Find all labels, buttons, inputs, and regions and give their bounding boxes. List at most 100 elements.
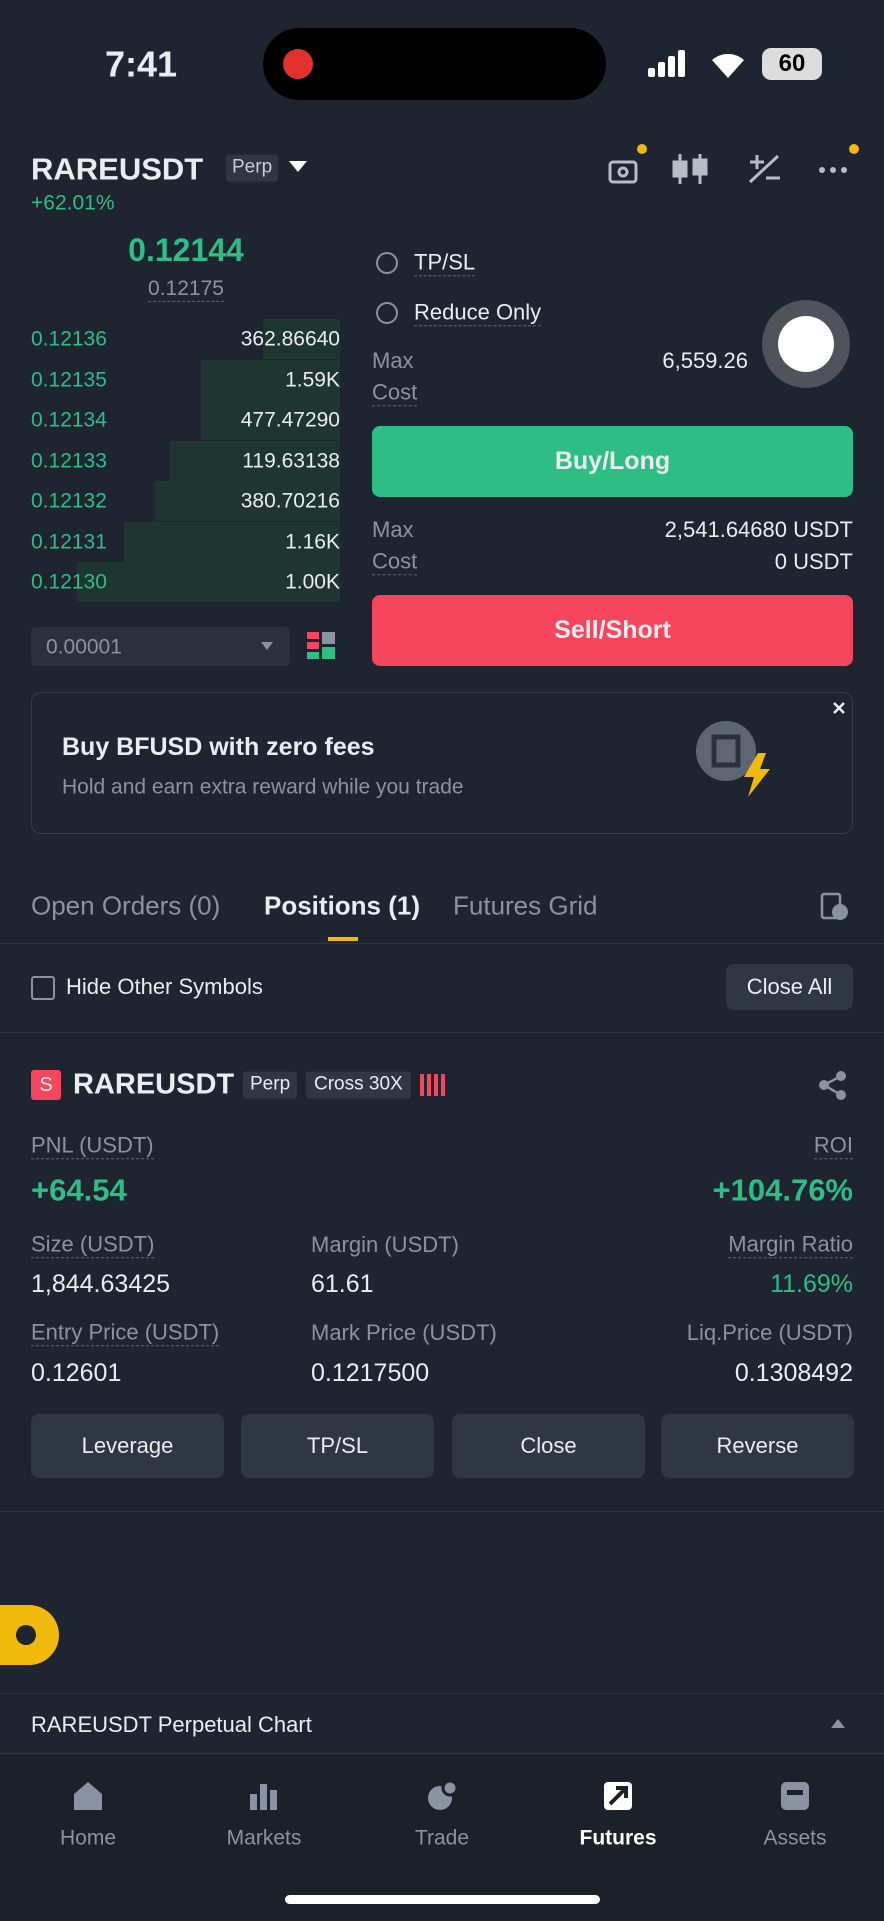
bid-price: 0.12131 (31, 529, 107, 553)
contract-tag: Perp (243, 1071, 298, 1099)
margin-ratio-value: 11.69% (770, 1270, 853, 1298)
tab-active[interactable]: Positions (1) (264, 890, 421, 921)
header-icons[interactable] (604, 140, 864, 190)
bid-quantity: 1.16K (285, 529, 340, 553)
price-change: +62.01% (31, 191, 115, 215)
nav-label[interactable]: Futures (579, 1826, 657, 1850)
nav-icon[interactable] (600, 1778, 636, 1814)
pnl-label: PNL (USDT) (31, 1132, 154, 1160)
sell-short-button[interactable]: Sell/Short (372, 595, 853, 666)
chart-bar-label: RAREUSDT Perpetual Chart (31, 1711, 312, 1737)
nav-icon[interactable] (424, 1778, 460, 1814)
bid-price: 0.12136 (31, 327, 107, 351)
tab[interactable]: Open Orders (0) (31, 890, 221, 921)
margin-label: Margin (USDT) (311, 1231, 459, 1257)
action-button[interactable]: Reverse (661, 1414, 854, 1478)
close-all-button[interactable]: Close All (726, 964, 853, 1010)
bid-quantity: 362.86640 (240, 327, 340, 351)
bid-quantity: 1.00K (285, 570, 340, 594)
max-value: 2,541.64680 USDT (664, 516, 853, 542)
bottom-nav: Home Markets Trade Futures Assets (0, 1753, 884, 1921)
symbol[interactable]: RAREUSDT (31, 151, 204, 187)
tick-size-select[interactable]: 0.00001 (31, 627, 290, 666)
bid-quantity: 1.59K (285, 367, 340, 391)
history-icon[interactable] (820, 892, 850, 922)
bid-quantity: 477.47290 (240, 408, 340, 432)
action-button[interactable]: TP/SL (241, 1414, 434, 1478)
action-label: Reverse (716, 1433, 799, 1458)
nav-label[interactable]: Trade (414, 1826, 470, 1850)
dropdown-icon[interactable] (289, 161, 307, 173)
liq-price-value: 0.1308492 (734, 1359, 853, 1387)
share-icon[interactable] (818, 1070, 848, 1100)
battery: 60 (762, 48, 822, 80)
bid-price: 0.12133 (31, 448, 107, 472)
checkbox[interactable] (31, 976, 55, 1000)
layout-icon[interactable] (307, 632, 337, 660)
chart-bar[interactable]: RAREUSDT Perpetual Chart (0, 1693, 884, 1753)
action-label: Close (520, 1433, 577, 1458)
mark-price-label: Mark Price (USDT) (311, 1319, 497, 1345)
size-label: Size (USDT) (31, 1231, 155, 1259)
bid-price: 0.12130 (31, 570, 107, 594)
sell-short-label: Sell/Short (554, 616, 671, 644)
promo-banner[interactable]: Buy BFUSD with zero fees Hold and earn e… (31, 692, 853, 834)
dynamic-island (263, 28, 606, 100)
nav-icon[interactable] (70, 1778, 106, 1814)
battery-level: 60 (778, 50, 806, 77)
entry-price-value: 0.12601 (31, 1359, 122, 1387)
depth-bar (77, 562, 340, 602)
home-indicator (285, 1895, 600, 1904)
tab[interactable]: Futures Grid (453, 890, 598, 921)
roi-value: +104.76% (712, 1172, 853, 1208)
nav-icon[interactable] (246, 1778, 282, 1814)
max-value: 6,559.26 (662, 347, 748, 373)
tab-indicator (328, 937, 358, 941)
depth-bar (154, 481, 340, 521)
depth-bar (262, 319, 340, 359)
cost-value: 0 USDT (774, 548, 853, 574)
reduce-only-option[interactable]: Reduce Only (414, 299, 542, 327)
action-button[interactable]: Close (452, 1414, 645, 1478)
risk-bars (420, 1074, 445, 1096)
nav-label[interactable]: Assets (763, 1826, 827, 1850)
tp-sl-option[interactable]: TP/SL (414, 249, 476, 277)
close-all-label: Close All (746, 974, 833, 999)
mark-price: 0.12175 (148, 276, 224, 303)
divider (0, 1032, 884, 1033)
radio-buttons[interactable] (375, 251, 401, 327)
action-label: Leverage (81, 1433, 174, 1458)
nav-label[interactable]: Home (59, 1826, 117, 1850)
depth-bar (200, 400, 340, 440)
depth-bar (200, 359, 340, 400)
nav-label[interactable]: Markets (226, 1826, 302, 1850)
hide-other-label[interactable]: Hide Other Symbols (66, 973, 263, 999)
buy-long-button[interactable]: Buy/Long (372, 426, 853, 497)
nav-icon[interactable] (777, 1778, 813, 1814)
roi-label: ROI (813, 1132, 853, 1160)
close-banner[interactable] (832, 701, 846, 715)
wifi-icon (712, 53, 744, 78)
last-price: 0.12144 (128, 231, 244, 268)
action-button[interactable]: Leverage (31, 1414, 224, 1478)
bid-price: 0.12132 (31, 489, 107, 513)
mark-price-value: 0.1217500 (311, 1359, 430, 1387)
assistive-touch[interactable] (762, 300, 850, 388)
cost-label: Cost (372, 548, 418, 576)
bid-price: 0.12135 (31, 367, 107, 391)
side-badge: S (31, 1070, 61, 1100)
max-label: Max (372, 516, 414, 542)
bid-quantity: 380.70216 (240, 489, 340, 513)
bid-quantity: 119.63138 (242, 448, 340, 472)
floating-button[interactable] (0, 1605, 59, 1665)
banner-icon (696, 721, 770, 797)
cost-label: Cost (372, 379, 418, 407)
size-value: 1,844.63425 (31, 1270, 171, 1298)
margin-value: 61.61 (311, 1270, 374, 1298)
signal-icon (648, 50, 685, 77)
contract-tag: Perp (226, 154, 279, 182)
max-label: Max (372, 347, 414, 373)
position-symbol: RAREUSDT (73, 1068, 235, 1101)
divider (0, 1511, 884, 1512)
